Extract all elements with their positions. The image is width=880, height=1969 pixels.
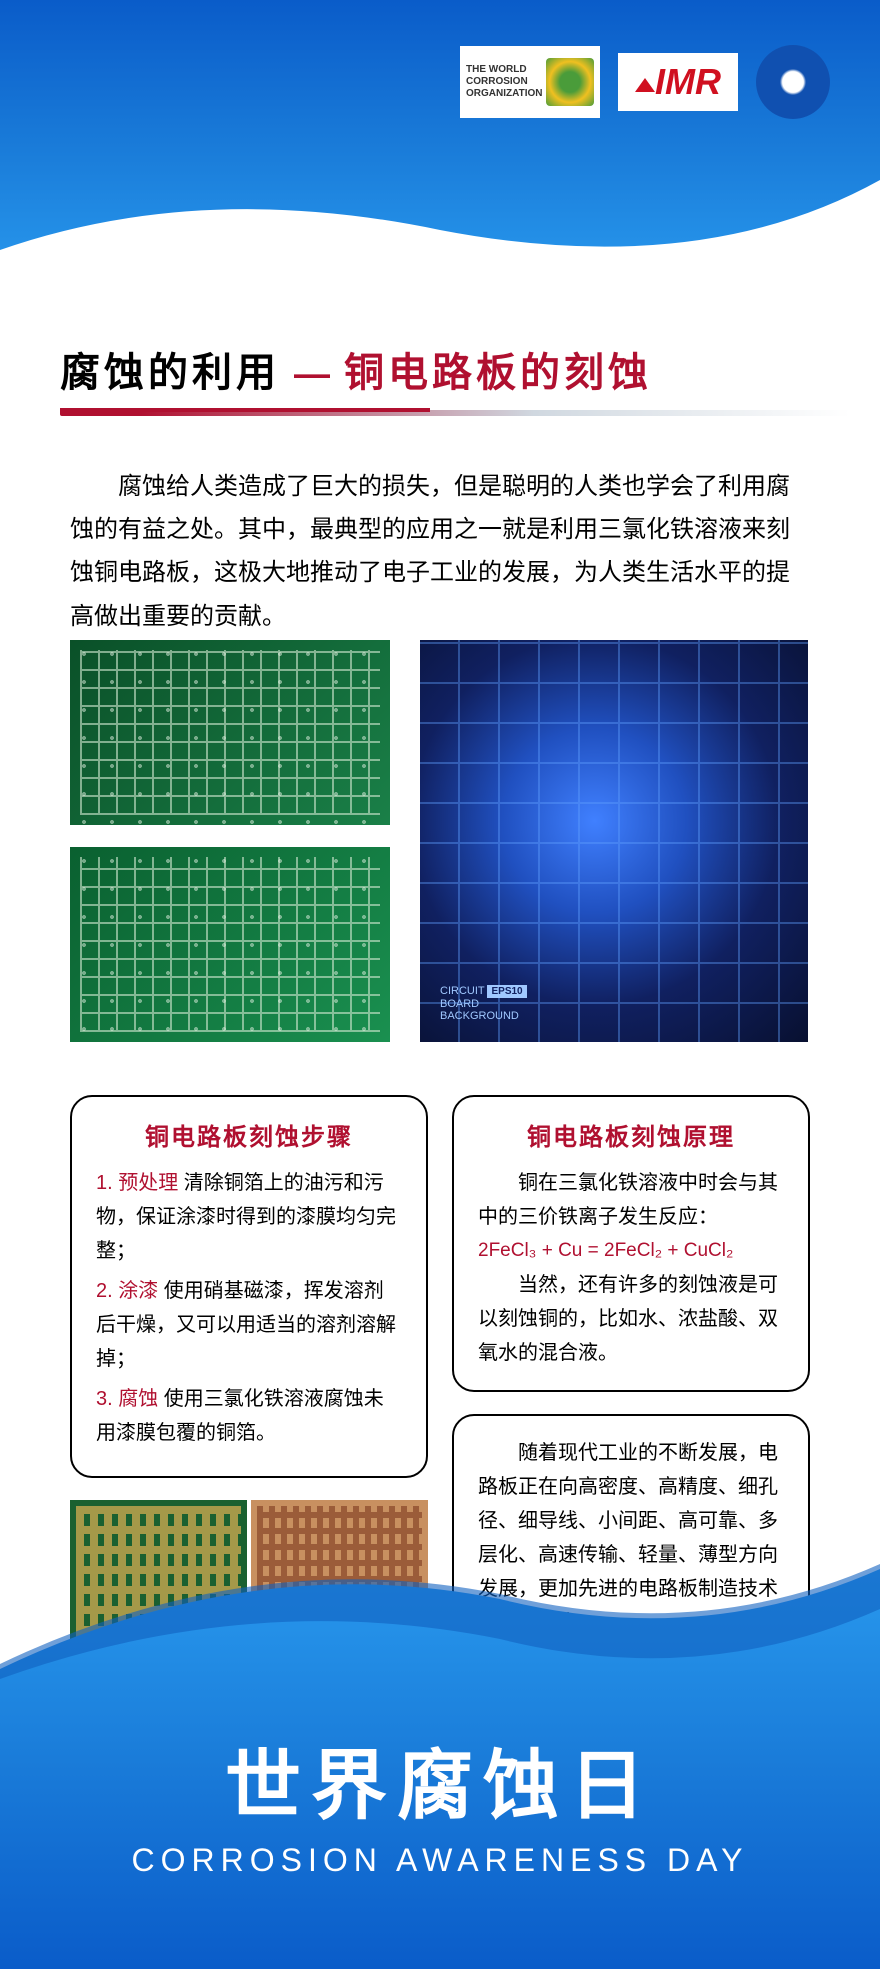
step1-label: 预处理 [118,1172,178,1194]
wco-logo: THE WORLD CORROSION ORGANIZATION [460,46,600,118]
footer-en: CORROSION AWARENESS DAY [0,1842,880,1879]
left-pcb-column [70,640,390,1042]
step1-num: 1. [96,1172,113,1194]
imr-logo: IMR [618,53,738,111]
title-dash: — [294,353,330,395]
pcb-image-1 [70,640,390,825]
intro-paragraph: 腐蚀给人类造成了巨大的损失，但是聪明的人类也学会了利用腐蚀的有益之处。其中，最典… [70,465,810,638]
circuit-l3: BACKGROUND [440,1010,527,1022]
footer-cn: 世界腐蚀日 [0,1724,880,1834]
chemical-formula: 2FeCl₃ + Cu = 2FeCl₂ + CuCl₂ [478,1240,784,1262]
steps-box: 铜电路板刻蚀步骤 1. 预处理 清除铜箔上的油污和污物，保证涂漆时得到的漆膜均匀… [70,1095,428,1478]
circuit-label: CIRCUIT EPS10 BOARD BACKGROUND [440,985,527,1022]
title-section: 腐蚀的利用 — 铜电路板的刻蚀 [60,340,820,416]
title-part1: 腐蚀的利用 [60,340,280,398]
step2-num: 2. [96,1280,113,1302]
circuit-background-image: CIRCUIT EPS10 BOARD BACKGROUND [420,640,808,1042]
step3-label: 腐蚀 [118,1388,158,1410]
step3-num: 3. [96,1388,113,1410]
title-underline [60,410,850,416]
wco-line1: THE WORLD [466,64,542,76]
principle-title: 铜电路板刻蚀原理 [478,1117,784,1152]
wco-line2: CORROSION [466,76,542,88]
circuit-l1: CIRCUIT [440,985,484,997]
step2-label: 涂漆 [118,1280,158,1302]
logo-bar: THE WORLD CORROSION ORGANIZATION IMR ✦ [460,45,830,119]
wco-globe-icon [546,58,594,106]
circuit-eps: EPS10 [487,985,526,998]
pcb-image-2 [70,847,390,1042]
images-row: CIRCUIT EPS10 BOARD BACKGROUND [70,640,810,1042]
seal-logo: ✦ [756,45,830,119]
title-part2: 铜电路板的刻蚀 [344,340,652,398]
wco-line3: ORGANIZATION [466,88,542,100]
footer: 世界腐蚀日 CORROSION AWARENESS DAY [0,1724,880,1879]
steps-title: 铜电路板刻蚀步骤 [96,1117,402,1152]
principle-text1: 铜在三氯化铁溶液中时会与其中的三价铁离子发生反应： [478,1166,784,1234]
imr-text: IMR [655,61,721,103]
circuit-l2: BOARD [440,998,527,1010]
principle-text2: 当然，还有许多的刻蚀液是可以刻蚀铜的，比如水、浓盐酸、双氧水的混合液。 [478,1268,784,1370]
principle-box: 铜电路板刻蚀原理 铜在三氯化铁溶液中时会与其中的三价铁离子发生反应： 2FeCl… [452,1095,810,1392]
